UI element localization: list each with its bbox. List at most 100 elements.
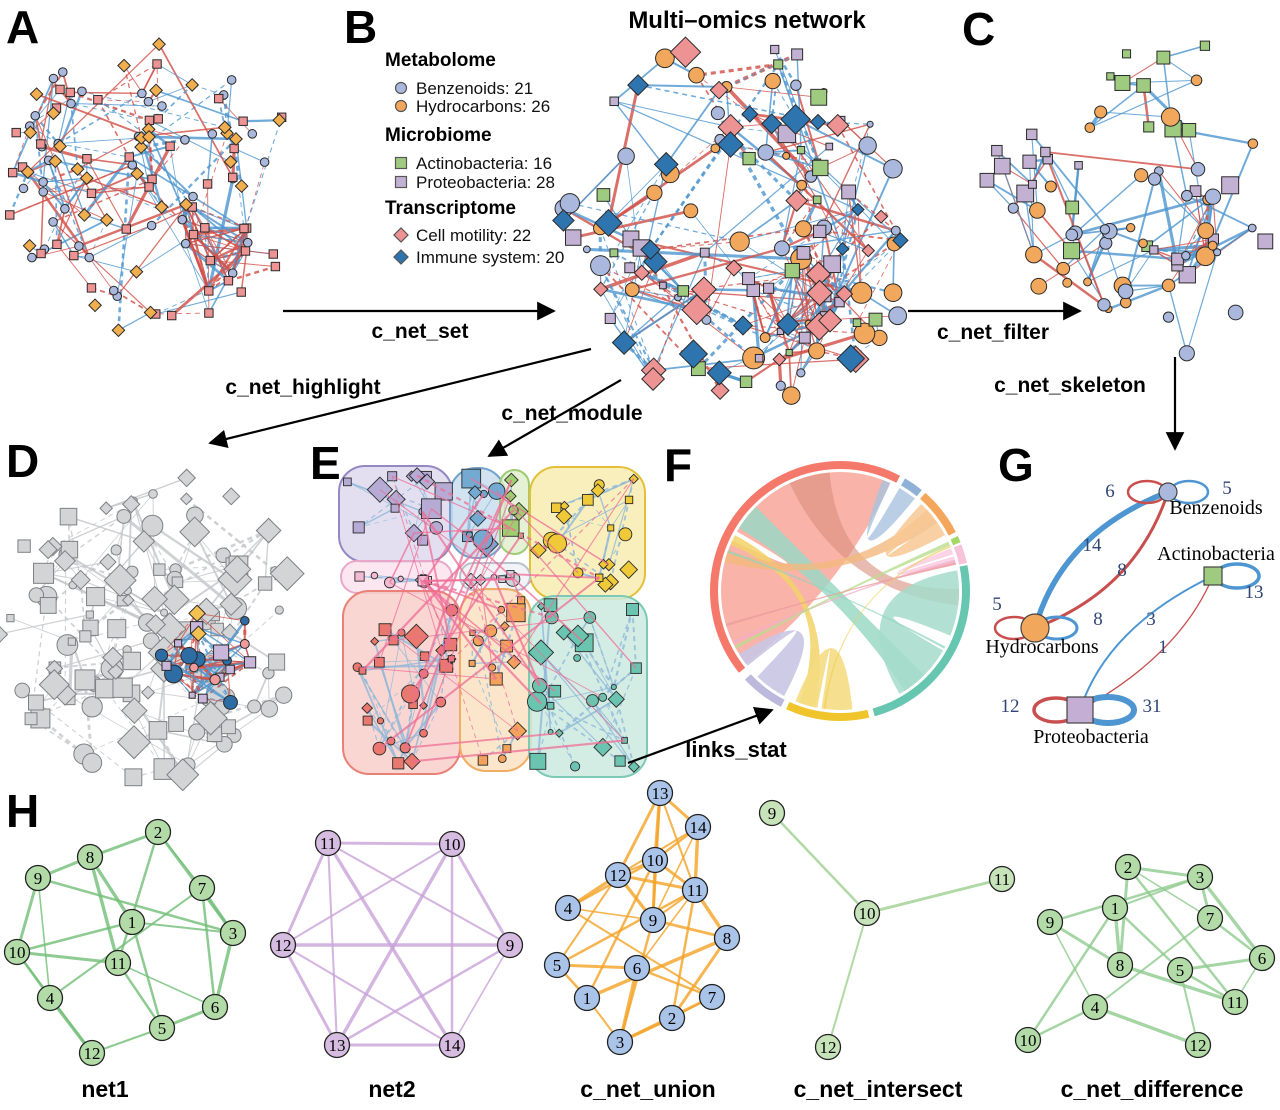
network-node	[116, 509, 132, 524]
network-node	[161, 660, 172, 671]
network-node	[193, 700, 228, 736]
network-node	[1143, 121, 1155, 133]
network-edge	[193, 234, 246, 252]
network-node	[213, 644, 230, 661]
network-edge	[768, 288, 788, 323]
subgraph-node	[554, 894, 582, 922]
network-edge	[391, 475, 512, 529]
network-node	[275, 686, 293, 704]
network-edge	[653, 357, 760, 372]
network-node	[1190, 162, 1206, 177]
chord-arc-segment	[744, 674, 785, 707]
subgraph-node-label: 4	[564, 899, 573, 918]
network-node	[890, 225, 901, 236]
network-node	[559, 500, 570, 512]
network-node	[370, 571, 379, 580]
network-node	[468, 659, 476, 667]
network-edge	[477, 640, 515, 663]
network-node	[1213, 248, 1222, 257]
network-node	[742, 346, 766, 370]
network-edge	[204, 227, 248, 244]
network-edge	[600, 287, 698, 312]
network-node	[1247, 223, 1257, 233]
network-node	[619, 560, 639, 580]
network-node	[1227, 304, 1244, 321]
panel-c-network	[979, 40, 1274, 362]
network-edge	[1071, 195, 1214, 237]
chord-ribbon	[739, 506, 925, 691]
network-node	[33, 562, 55, 584]
network-node	[143, 305, 158, 320]
network-edge	[795, 118, 894, 170]
network-node	[547, 533, 568, 554]
network-edge	[601, 609, 634, 698]
legend-item-benzenoids: Benzenoids: 21	[416, 79, 533, 98]
network-edge	[764, 270, 793, 338]
subgraph-node	[698, 983, 726, 1011]
network-node	[573, 654, 582, 662]
network-node	[48, 73, 59, 84]
network-node	[624, 282, 640, 298]
subgraph-edge	[1179, 956, 1263, 972]
network-edge	[608, 478, 635, 565]
network-node	[223, 154, 238, 169]
network-edge	[70, 103, 150, 121]
subgraph-node	[219, 919, 247, 947]
network-edge	[384, 629, 518, 732]
network-edge	[1012, 207, 1064, 270]
subgraph-node	[269, 931, 297, 959]
network-edge	[123, 65, 143, 139]
network-node	[527, 691, 548, 712]
network-node	[1181, 189, 1193, 202]
subgraph-node-label: 3	[616, 1033, 625, 1052]
network-edge	[1153, 238, 1214, 251]
network-node	[158, 584, 190, 616]
network-node	[659, 281, 667, 290]
network-node	[759, 332, 771, 344]
panel-letter-g: G	[998, 439, 1034, 491]
network-edge	[358, 507, 396, 529]
network-node	[370, 636, 380, 646]
network-node	[20, 165, 35, 179]
network-edge	[150, 138, 237, 227]
network-node	[70, 569, 91, 590]
network-node	[141, 585, 169, 613]
network-edge	[27, 171, 92, 194]
network-edge	[161, 613, 198, 656]
legend-item-actinobacteria: Actinobacteria: 16	[416, 154, 552, 173]
network-edge	[58, 143, 130, 158]
subgraph-node	[543, 951, 571, 979]
network-node	[1138, 238, 1148, 249]
subgraph-node-label: 7	[1206, 909, 1215, 928]
network-node	[1158, 482, 1178, 502]
network-node	[794, 220, 812, 238]
network-edge	[816, 350, 856, 360]
subgraph-node	[853, 899, 881, 927]
network-edge	[227, 242, 249, 282]
network-node	[179, 516, 211, 548]
network-node	[683, 203, 699, 219]
network-node	[732, 315, 754, 336]
subgraph-edge	[200, 887, 217, 1008]
skeleton-edge	[1032, 489, 1169, 629]
network-node	[154, 648, 169, 662]
network-edge	[78, 203, 187, 248]
network-node	[221, 719, 236, 735]
network-edge	[97, 99, 130, 158]
network-edge	[857, 209, 862, 293]
legend-item-proteobacteria: Proteobacteria: 28	[416, 173, 555, 192]
network-node	[122, 494, 141, 514]
network-node	[166, 758, 200, 792]
network-node	[239, 223, 249, 234]
network-node	[234, 179, 249, 193]
subgraph-node	[658, 1004, 686, 1032]
network-edge	[202, 661, 251, 700]
subgraph-node-label: 1	[583, 989, 592, 1008]
network-node	[1027, 179, 1037, 189]
network-node	[152, 59, 162, 69]
subgraph-node	[606, 1028, 634, 1056]
network-node	[223, 555, 252, 584]
network-edge	[638, 84, 727, 88]
network-node	[825, 142, 834, 151]
network-edge	[52, 221, 75, 256]
